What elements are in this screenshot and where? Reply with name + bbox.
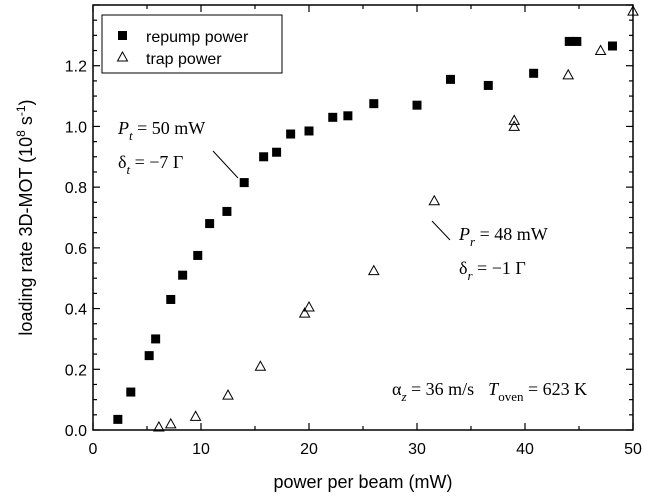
repump-point <box>328 112 338 122</box>
trap-point <box>164 417 177 429</box>
x-tick-label: 10 <box>192 441 210 458</box>
repump-power-value: = 48 mW <box>475 224 548 244</box>
annotation-trap-power: Pt = 50 mW <box>117 118 205 143</box>
repump-point <box>239 178 249 188</box>
repump-point <box>529 68 539 78</box>
x-tick-label: 20 <box>300 441 318 458</box>
x-axis-label: power per beam (mW) <box>273 472 452 492</box>
y-tick-label: 0.6 <box>65 241 87 258</box>
repump-point <box>126 387 136 397</box>
x-tick-label: 0 <box>89 441 98 458</box>
y-tick-label: 1.2 <box>65 59 87 76</box>
trap-power-value: = 50 mW <box>133 118 206 138</box>
y-axis-label-exp2: -1 <box>14 105 28 116</box>
repump-point <box>483 80 493 90</box>
trap-detuning-symbol: δ <box>118 152 126 172</box>
oven-temp-symbol: T <box>488 379 500 399</box>
y-tick-label: 0.4 <box>65 302 87 319</box>
trap-point <box>508 114 521 125</box>
repump-power-symbol: P <box>458 224 470 244</box>
repump-detuning-subscript: r <box>467 268 473 283</box>
repump-detuning-value: = −1 Γ <box>473 258 526 278</box>
trap-point <box>222 389 234 400</box>
legend-label-repump: repump power <box>146 29 249 46</box>
annotation-repump-params: Pr = 48 mW δr = −1 Γ <box>431 220 548 283</box>
repump-point <box>151 334 161 344</box>
repump-point <box>272 147 282 157</box>
repump-point <box>412 100 422 110</box>
annotation-repump-power: Pr = 48 mW <box>458 224 548 249</box>
series-repump-power <box>113 36 617 424</box>
repump-point <box>369 99 379 109</box>
repump-point <box>205 219 215 229</box>
repump-detuning-symbol: δ <box>459 258 467 278</box>
legend-label-trap: trap power <box>146 51 222 68</box>
annotation-trap-params: Pt = 50 mW δt = −7 Γ <box>117 118 239 179</box>
trap-point <box>367 264 380 276</box>
trap-point <box>153 420 165 432</box>
y-axis-label-main: loading rate 3D-MOT (10 <box>16 137 36 336</box>
repump-point <box>222 206 232 216</box>
repump-point <box>343 111 353 121</box>
repump-point <box>259 152 269 162</box>
oven-temp-subscript: oven <box>498 389 524 404</box>
trap-point <box>189 410 202 421</box>
legend-box <box>101 14 283 74</box>
trap-point <box>254 360 267 371</box>
trap-point <box>303 301 315 312</box>
series-trap-power <box>153 5 639 432</box>
y-axis-label-end: ) <box>16 99 36 105</box>
x-tick-label: 50 <box>624 441 642 458</box>
y-tick-label: 0.8 <box>65 180 87 197</box>
annotation-conditions: αz = 36 m/s Toven = 623 K <box>392 379 587 404</box>
x-tick-label: 30 <box>408 441 426 458</box>
trap-point <box>298 307 311 318</box>
y-axis-label: loading rate 3D-MOT (108 s-1) <box>14 99 36 335</box>
legend: repump power trap power <box>101 14 283 74</box>
repump-point <box>144 351 154 361</box>
trap-detuning-subscript: t <box>126 162 130 177</box>
repump-point <box>572 36 582 46</box>
repump-point <box>113 414 123 424</box>
annotation-trap-detuning: δt = −7 Γ <box>118 152 183 177</box>
trap-point <box>594 44 607 56</box>
trap-point <box>627 5 639 16</box>
repump-point <box>607 41 617 51</box>
oven-temp-value: = 623 K <box>523 379 587 399</box>
repump-point <box>286 129 296 139</box>
repump-point <box>304 126 314 136</box>
legend-triangle-marker <box>116 50 129 62</box>
annotation-trap-pointer <box>212 150 239 179</box>
trap-point <box>428 194 441 206</box>
y-tick-label: 1.0 <box>65 119 87 136</box>
y-tick-label: 0.0 <box>65 423 87 440</box>
repump-power-subscript: r <box>470 234 476 249</box>
velocity-value: = 36 m/s <box>407 379 475 399</box>
repump-point <box>445 74 455 84</box>
repump-point <box>166 294 176 304</box>
repump-point <box>178 270 188 280</box>
y-axis-label-exp1: 8 <box>14 130 28 137</box>
trap-power-subscript: t <box>129 128 133 143</box>
legend-square-marker <box>118 31 127 40</box>
annotation-repump-pointer <box>431 220 451 241</box>
annotation-repump-detuning: δr = −1 Γ <box>459 258 526 283</box>
trap-point <box>508 120 521 131</box>
trap-power-symbol: P <box>117 118 129 138</box>
x-tick-label: 40 <box>516 441 534 458</box>
velocity-subscript: z <box>400 389 406 404</box>
y-axis-label-mid: s <box>16 116 36 130</box>
repump-point <box>564 36 574 46</box>
trap-point <box>562 68 575 80</box>
y-tick-label: 0.2 <box>65 362 87 379</box>
velocity-symbol: α <box>392 379 402 399</box>
repump-point <box>193 250 203 260</box>
trap-detuning-value: = −7 Γ <box>130 152 183 172</box>
